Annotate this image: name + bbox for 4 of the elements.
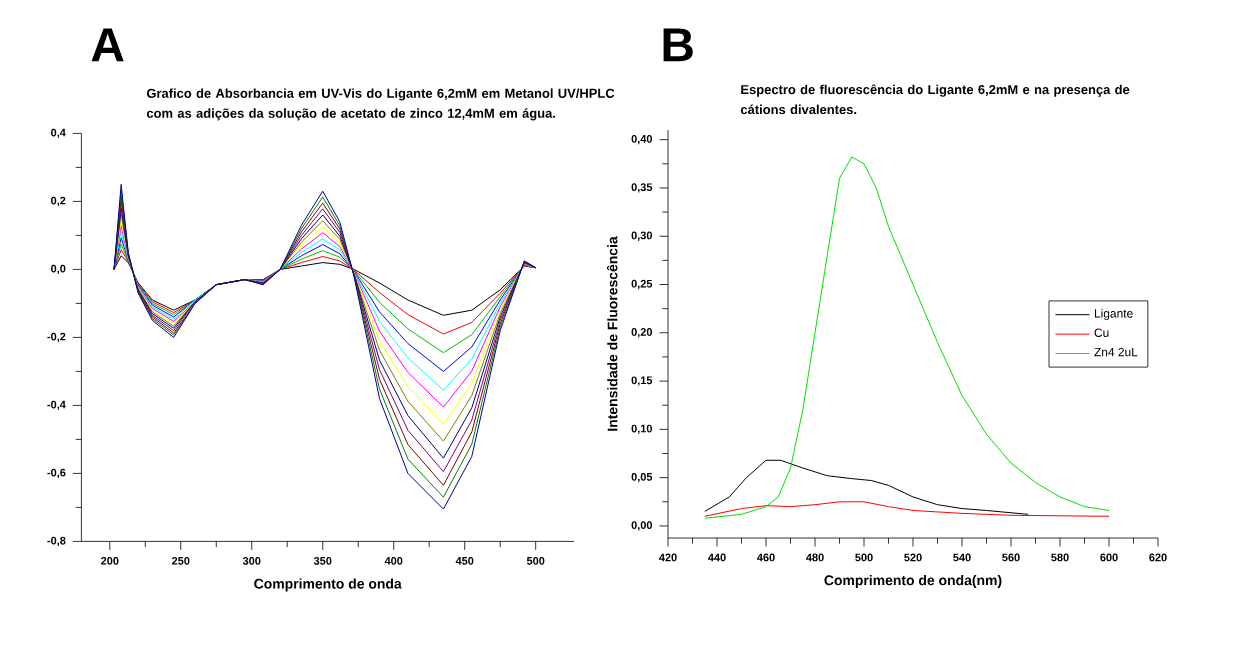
line-series [704, 459, 1029, 515]
line-series [704, 501, 1110, 517]
chart-title: B [663, 28, 693, 62]
chart-title: A [91, 28, 124, 62]
